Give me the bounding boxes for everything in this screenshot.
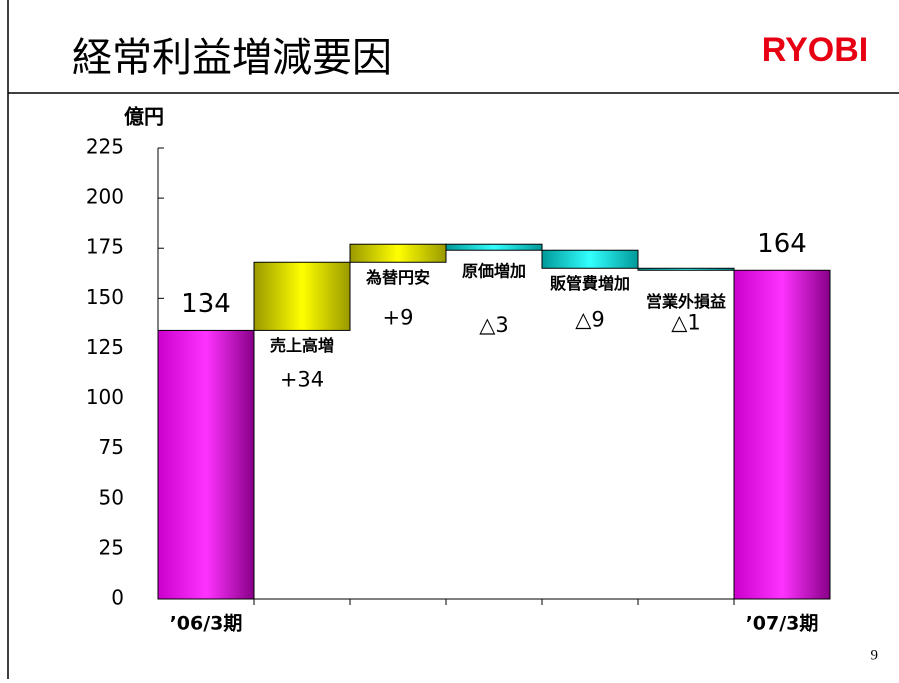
value-label: △1: [671, 310, 701, 334]
bar: [157, 329, 255, 600]
bar: [253, 261, 351, 331]
value-label: 164: [757, 229, 807, 259]
bar: [445, 243, 543, 251]
y-tick-label: 150: [86, 285, 124, 309]
y-tick-label: 75: [99, 435, 124, 459]
value-label: △3: [479, 313, 509, 337]
unit-label: 億円: [124, 105, 164, 129]
value-label: +9: [383, 305, 414, 329]
logo: RYOBI: [762, 31, 868, 69]
x-tick-label: ’07/3期: [746, 613, 819, 635]
y-tick-label: 175: [86, 235, 124, 259]
page-number: 9: [871, 647, 879, 663]
y-tick-label: 100: [86, 385, 124, 409]
category-label: 原価増加: [462, 262, 526, 281]
bar: [541, 249, 639, 269]
slide-title: 経常利益増減要因: [72, 35, 392, 81]
y-tick-label: 125: [86, 335, 124, 359]
bar: [637, 267, 735, 271]
category-label: 売上高増: [270, 336, 334, 355]
y-tick-label: 0: [111, 586, 124, 610]
category-label: 販管費増加: [550, 274, 630, 293]
y-tick-label: 50: [99, 485, 124, 509]
value-label: 134: [181, 289, 231, 319]
category-label: 営業外損益: [646, 292, 726, 311]
bar: [733, 269, 831, 600]
x-tick-label: ’06/3期: [170, 613, 243, 635]
value-label: △9: [575, 307, 605, 331]
y-tick-label: 25: [99, 535, 124, 559]
category-label: 為替円安: [366, 268, 430, 287]
value-label: +34: [280, 367, 324, 391]
y-tick-label: 200: [86, 185, 124, 209]
y-tick-label: 225: [86, 135, 124, 159]
bar: [349, 243, 447, 263]
